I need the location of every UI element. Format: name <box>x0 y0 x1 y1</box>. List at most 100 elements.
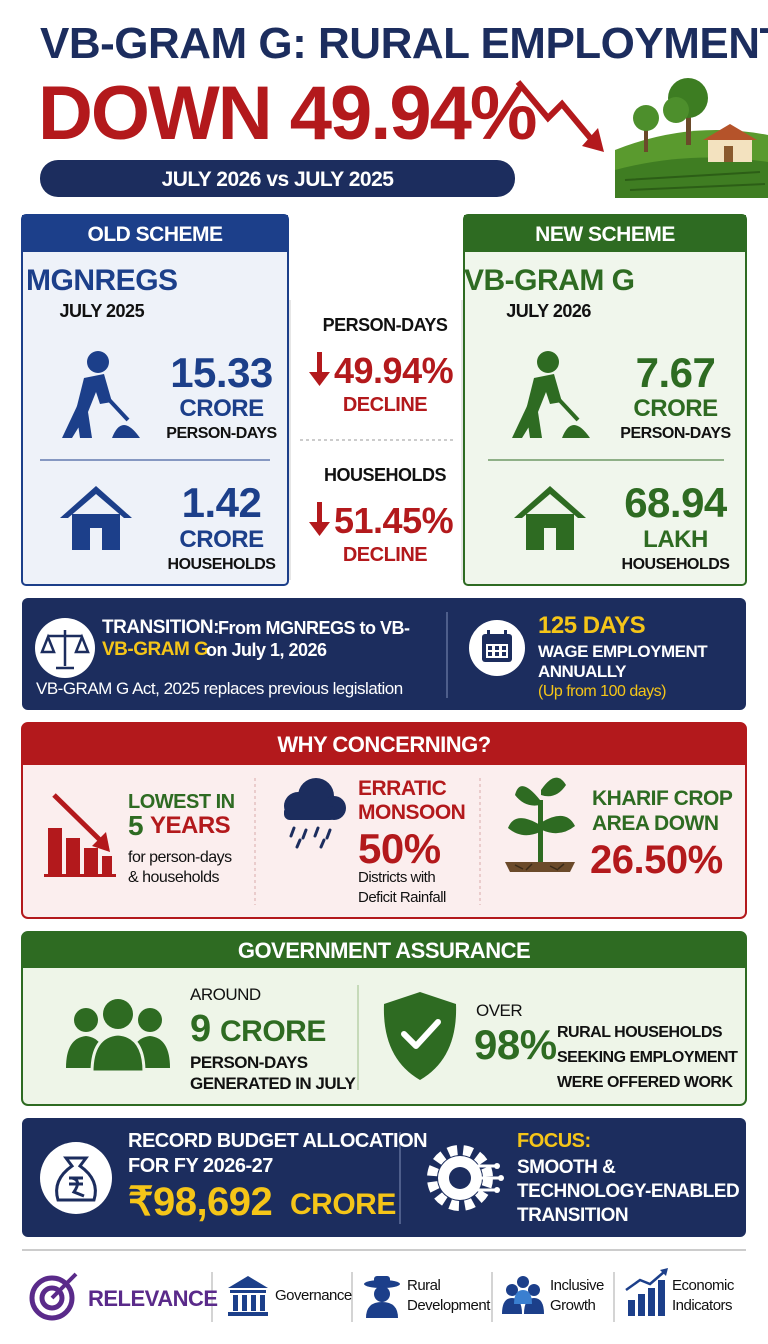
scheme-tag: OLD SCHEME <box>87 223 223 246</box>
down-arrow <box>309 352 330 536</box>
days: 125 DAYS <box>538 612 646 639</box>
gear-icon <box>427 1145 504 1211</box>
label: PERSON-DAYS <box>166 425 277 442</box>
target-icon <box>29 1272 78 1321</box>
house-icon <box>60 486 132 550</box>
concern-figure: 26.50% <box>590 838 723 882</box>
footer-dividers <box>211 1272 615 1322</box>
transition-band <box>22 598 746 710</box>
label: HOUSEHOLDS <box>621 556 730 573</box>
unit: CRORE <box>179 526 264 553</box>
section-title: GOVERNMENT ASSURANCE <box>237 938 531 963</box>
focus-text: SMOOTH & <box>517 1157 616 1178</box>
assurance-header <box>22 932 746 968</box>
relevance-tag: Governance <box>275 1287 352 1304</box>
relevance-tag: Growth <box>550 1297 596 1314</box>
scheme-name: VB-GRAM G <box>464 264 635 297</box>
plant-icon <box>505 777 575 872</box>
concern-figure: 50% <box>358 825 441 872</box>
relevance-tag: Indicators <box>672 1297 733 1314</box>
concern-text: KHARIF CROP <box>592 787 733 810</box>
concern-figure: 5 <box>128 810 144 841</box>
scheme-month: JULY 2026 <box>506 301 591 321</box>
assurance-note: GENERATED IN JULY <box>190 1074 356 1093</box>
worker-icon <box>512 351 590 438</box>
days-text: WAGE EMPLOYMENT <box>538 642 708 661</box>
growth-chart-icon <box>625 1268 668 1316</box>
scheme-month: JULY 2025 <box>59 301 145 321</box>
transition-label: TRANSITION: <box>102 617 219 638</box>
unit: CRORE <box>179 395 264 422</box>
change-label: PERSON-DAYS <box>322 315 448 335</box>
worker-icon <box>62 351 140 438</box>
relevance-tag: Development <box>407 1297 490 1314</box>
concern-text: AREA DOWN <box>592 812 719 835</box>
shield-icon <box>383 992 457 1080</box>
unit: LAKH <box>643 526 708 553</box>
bank-icon <box>228 1276 268 1316</box>
concern-text: LOWEST IN <box>128 791 235 813</box>
concern-note: for person-days <box>128 849 232 866</box>
house-icon <box>514 486 586 550</box>
period: JULY 2026 vs JULY 2025 <box>161 168 394 191</box>
label: HOUSEHOLDS <box>167 556 276 573</box>
assurance-note: WERE OFFERED WORK <box>557 1074 733 1091</box>
relevance-tag: Rural <box>407 1277 441 1294</box>
concern-text: ERRATIC <box>358 777 447 800</box>
calendar-icon <box>482 630 512 662</box>
figure: 68.94 <box>624 479 727 526</box>
figure: 1.42 <box>181 479 262 526</box>
budget-unit: CRORE <box>290 1188 396 1221</box>
change-value: 51.45% <box>334 500 454 541</box>
assurance-note: SEEKING EMPLOYMENT <box>557 1049 738 1066</box>
headline: DOWN 49.94% <box>38 71 537 156</box>
days-note: (Up from 100 days) <box>538 683 666 700</box>
transition-highlight: VB-GRAM G <box>102 639 209 660</box>
budget-text: FOR FY 2026-27 <box>128 1155 273 1177</box>
focus-text: TECHNOLOGY-ENABLED <box>517 1181 740 1202</box>
scheme-name: MGNREGS <box>26 264 178 297</box>
new-panel-header <box>464 215 746 252</box>
figure: 7.67 <box>635 349 716 396</box>
concern-note: Deficit Rainfall <box>358 889 446 906</box>
concern-note: Districts with <box>358 869 436 886</box>
change-value: 49.94% <box>334 350 454 391</box>
farmer-icon <box>364 1276 400 1318</box>
money-bag-icon <box>55 1156 97 1202</box>
unit: CRORE <box>633 395 718 422</box>
rain-cloud-icon <box>284 778 346 849</box>
change-note: DECLINE <box>342 394 428 416</box>
falling-bars-icon <box>44 793 116 877</box>
landscape-illustration <box>615 78 768 198</box>
assurance-figure: 98% <box>474 1021 557 1068</box>
assurance-note: PERSON-DAYS <box>190 1053 308 1072</box>
transition-note: VB-GRAM G Act, 2025 replaces previous le… <box>36 679 403 698</box>
focus-text: TRANSITION <box>517 1205 629 1226</box>
period-pill <box>40 160 515 197</box>
days-text: ANNUALLY <box>538 662 626 681</box>
concern-text: MONSOON <box>358 801 466 824</box>
title: VB-GRAM G: RURAL EMPLOYMENT <box>40 19 768 68</box>
budget-text: RECORD BUDGET ALLOCATION <box>128 1130 428 1152</box>
relevance-tag: Inclusive <box>550 1277 604 1294</box>
budget-band <box>22 1118 746 1237</box>
assurance-prefix: AROUND <box>190 985 261 1004</box>
concerns-header <box>22 723 746 765</box>
concern-figure-unit: YEARS <box>150 812 231 839</box>
figure: 15.33 <box>170 349 273 396</box>
transition-text: From MGNREGS to VB- <box>218 618 410 638</box>
concern-note: & households <box>128 869 219 886</box>
assurance-note: RURAL HOUSEHOLDS <box>557 1024 723 1041</box>
assurance-figure-unit: CRORE <box>220 1015 326 1048</box>
change-note: DECLINE <box>342 544 428 566</box>
assurance-prefix: OVER <box>476 1001 523 1020</box>
decline-arrow <box>515 80 604 152</box>
assurance-figure: 9 <box>190 1008 211 1050</box>
old-panel-header <box>22 215 288 252</box>
people-icon <box>66 999 170 1074</box>
change-label: HOUSEHOLDS <box>323 465 447 485</box>
focus-label: FOCUS: <box>517 1130 591 1152</box>
relevance-label: RELEVANCE <box>88 1286 218 1311</box>
